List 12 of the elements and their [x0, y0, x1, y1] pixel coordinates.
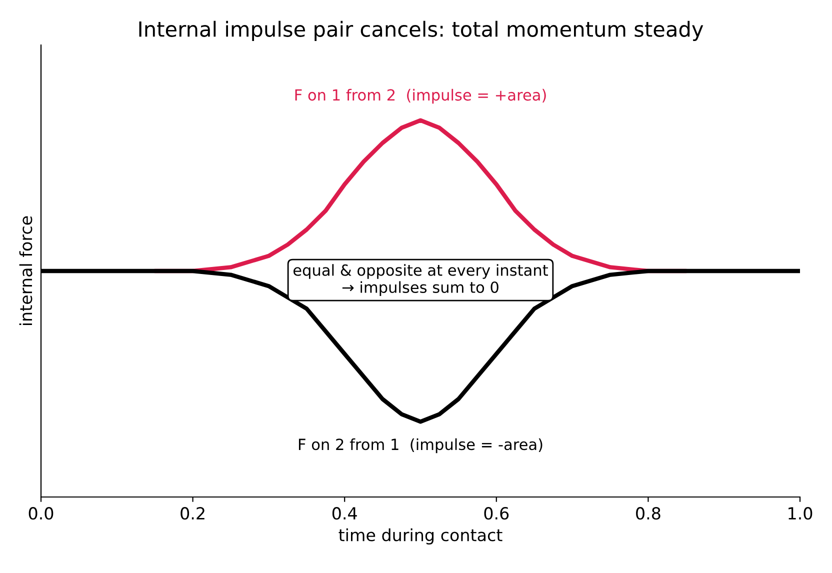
x-tick-label: 0.4	[332, 507, 357, 520]
y-axis-title: internal force	[19, 216, 32, 326]
x-tick-label: 0.6	[484, 507, 509, 520]
series-label: F on 1 from 2 (impulse = +area)	[295, 88, 546, 104]
x-tick-label: 0.2	[180, 507, 204, 520]
x-tick-label: 0.0	[28, 507, 54, 520]
series-label: F on 2 from 1 (impulse = -area)	[298, 438, 542, 454]
x-tick-label: 1.0	[788, 507, 812, 520]
annotation: equal & opposite at every instant → impulses sum to 0	[293, 264, 548, 296]
x-tick-label: 0.8	[636, 507, 660, 520]
x-axis-title: time during contact	[338, 528, 502, 545]
chart-title: Internal impulse pair cancels: total momentum steady	[139, 20, 704, 41]
